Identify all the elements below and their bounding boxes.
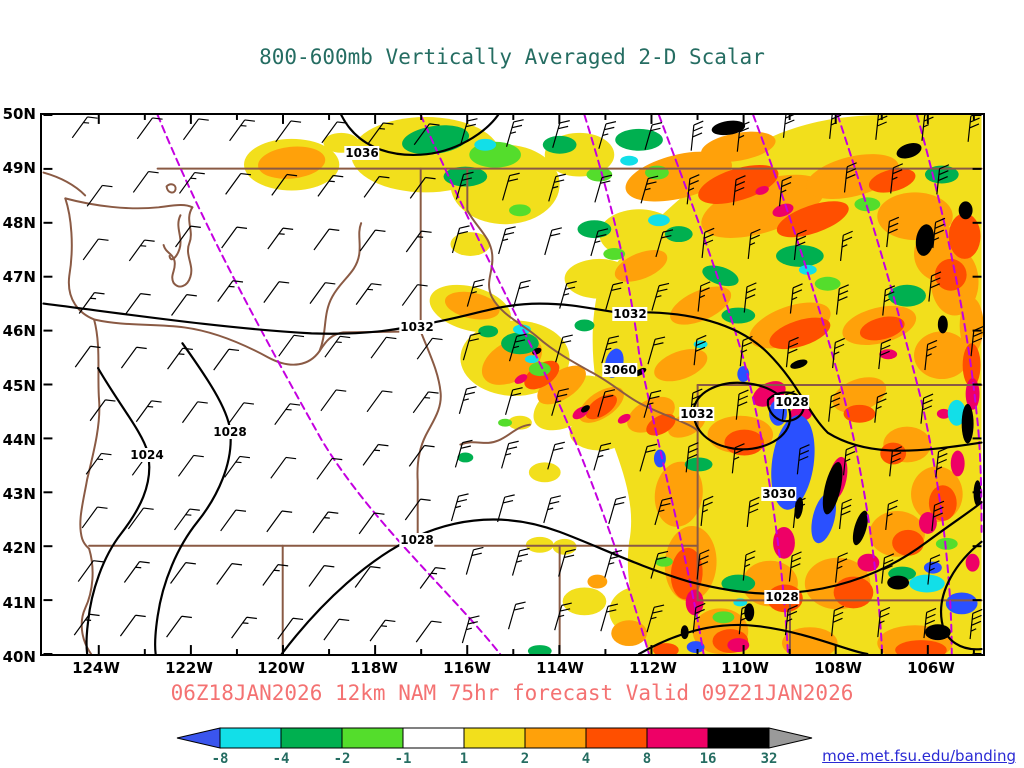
- site-link[interactable]: moe.met.fsu.edu/banding: [822, 747, 1016, 765]
- lon-label: 114W: [536, 659, 584, 677]
- colorbar-tick-label: 1: [459, 751, 469, 767]
- title-line: 800-600mb Vertically Averaged 2-D Scalar: [259, 45, 765, 69]
- lon-label: 106W: [907, 659, 955, 677]
- colorbar: [175, 727, 814, 753]
- lat-label: 48N: [2, 214, 36, 232]
- colorbar-tick-label: -2: [333, 751, 351, 767]
- map-canvas: [42, 115, 983, 654]
- colorbar-tick-label: -1: [394, 751, 412, 767]
- lon-label: 120W: [257, 659, 305, 677]
- mslp-contour-label: 1036: [344, 146, 380, 160]
- colorbar-tick-label: 2: [520, 751, 530, 767]
- colorbar-cells: [219, 727, 770, 749]
- lon-label: 118W: [350, 659, 398, 677]
- lat-label: 50N: [2, 105, 36, 123]
- axis-ticks: [43, 115, 982, 654]
- colorbar-tick-label: 16: [699, 751, 717, 767]
- colorbar-low-arrow: [176, 727, 221, 749]
- forecast-caption: 06Z18JAN2026 12km NAM 75hr forecast Vali…: [170, 681, 854, 705]
- mslp-contour-label: 1032: [612, 307, 648, 321]
- height-contour-label: 3030: [761, 487, 797, 501]
- lat-label: 46N: [2, 322, 36, 340]
- mslp-contour-label: 1024: [129, 448, 165, 462]
- mslp-contour-label: 1028: [774, 395, 810, 409]
- lat-label: 49N: [2, 159, 36, 177]
- colorbar-tick-label: -4: [272, 751, 290, 767]
- mslp-contour-label: 1032: [679, 407, 715, 421]
- colorbar-tick-label: 8: [642, 751, 652, 767]
- lat-label: 43N: [2, 485, 36, 503]
- colorbar-tick-label: 32: [760, 751, 778, 767]
- mslp-contour-label: 1028: [399, 533, 435, 547]
- height-contour-label: 3060: [602, 363, 638, 377]
- mslp-contour-label: 1028: [764, 590, 800, 604]
- lat-label: 47N: [2, 268, 36, 286]
- mslp-contour-label: 1028: [212, 425, 248, 439]
- colorbar-high-arrow: [768, 727, 813, 749]
- colorbar-tick-label: 4: [581, 751, 591, 767]
- lon-label: 108W: [814, 659, 862, 677]
- mslp-contour-label: 1032: [399, 320, 435, 334]
- lat-label: 44N: [2, 431, 36, 449]
- lat-label: 42N: [2, 539, 36, 557]
- lat-label: 40N: [2, 648, 36, 666]
- lon-label: 122W: [165, 659, 213, 677]
- lon-label: 112W: [629, 659, 677, 677]
- weather-map: 1036 1032 1032 1032 1028 1028 1024 1028 …: [40, 113, 985, 656]
- lat-label: 45N: [2, 377, 36, 395]
- state-borders: [42, 167, 983, 654]
- lon-label: 110W: [721, 659, 769, 677]
- lon-label: 124W: [72, 659, 120, 677]
- lat-label: 41N: [2, 594, 36, 612]
- colorbar-tick-label: -8: [211, 751, 229, 767]
- lon-label: 116W: [443, 659, 491, 677]
